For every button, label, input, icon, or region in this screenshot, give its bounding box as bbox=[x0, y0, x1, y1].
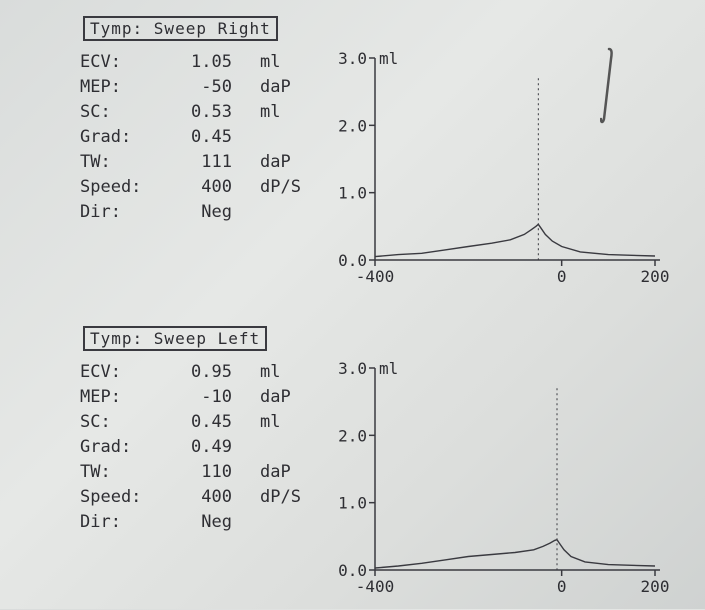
x-tick-label: -400 bbox=[356, 577, 395, 596]
param-value: 1.05 bbox=[191, 52, 232, 72]
param-value: -10 bbox=[201, 387, 232, 407]
param-value: 400 bbox=[201, 177, 232, 197]
param-value: 0.53 bbox=[191, 102, 232, 122]
y-axis-unit-label: ml bbox=[379, 359, 398, 378]
param-value: 0.49 bbox=[191, 437, 232, 457]
x-tick-label: -400 bbox=[356, 267, 395, 286]
y-tick-label: 2.0 bbox=[338, 116, 367, 135]
param-unit: ml bbox=[260, 412, 281, 432]
param-value: 0.45 bbox=[191, 412, 232, 432]
param-label: Dir: bbox=[80, 512, 121, 532]
param-unit: daP bbox=[260, 77, 291, 97]
param-label: MEP: bbox=[80, 387, 121, 407]
param-label: Speed: bbox=[80, 487, 142, 507]
x-tick-label: 200 bbox=[641, 577, 670, 596]
param-value: 400 bbox=[201, 487, 232, 507]
y-tick-label: 3.0 bbox=[338, 49, 367, 68]
param-label: Dir: bbox=[80, 202, 121, 222]
x-tick-label: 0 bbox=[557, 267, 567, 286]
param-label: MEP: bbox=[80, 77, 121, 97]
param-value: 0.95 bbox=[191, 362, 232, 382]
param-label: TW: bbox=[80, 152, 111, 172]
param-label: Grad: bbox=[80, 127, 132, 147]
param-value: Neg bbox=[201, 202, 232, 222]
param-unit: dP/S bbox=[260, 487, 301, 507]
param-value: -50 bbox=[201, 77, 232, 97]
param-label: SC: bbox=[80, 102, 111, 122]
panel-sweep-right: Tymp: Sweep Right ECV: 1.05 ml MEP: -50 … bbox=[0, 0, 705, 300]
y-tick-label: 3.0 bbox=[338, 359, 367, 378]
param-value: 0.45 bbox=[191, 127, 232, 147]
panel-title: Tymp: Sweep Left bbox=[83, 326, 268, 351]
param-unit: ml bbox=[260, 52, 281, 72]
param-value: 110 bbox=[201, 462, 232, 482]
y-tick-label: 2.0 bbox=[338, 426, 367, 445]
param-label: ECV: bbox=[80, 52, 121, 72]
param-unit: daP bbox=[260, 387, 291, 407]
y-tick-label: 1.0 bbox=[338, 494, 367, 513]
param-unit: ml bbox=[260, 102, 281, 122]
compliance-curve bbox=[374, 538, 656, 569]
compliance-curve bbox=[374, 223, 656, 258]
param-label: Speed: bbox=[80, 177, 142, 197]
y-axis-unit-label: ml bbox=[379, 49, 398, 68]
param-unit: dP/S bbox=[260, 177, 301, 197]
param-unit: ml bbox=[260, 362, 281, 382]
param-label: TW: bbox=[80, 462, 111, 482]
y-tick-label: 0.0 bbox=[338, 561, 367, 580]
tympanogram-chart-right: 0.0 1.0 2.0 3.0 ml -400 0 200 bbox=[338, 49, 670, 286]
param-value: 111 bbox=[201, 152, 232, 172]
x-tick-label: 0 bbox=[557, 577, 567, 596]
y-tick-label: 1.0 bbox=[338, 184, 367, 203]
param-unit: daP bbox=[260, 462, 291, 482]
param-label: Grad: bbox=[80, 437, 132, 457]
panel-title: Tymp: Sweep Right bbox=[83, 16, 278, 41]
tympanogram-chart-left: 0.0 1.0 2.0 3.0 ml -400 0 200 bbox=[338, 359, 670, 596]
param-value: Neg bbox=[201, 512, 232, 532]
y-tick-label: 0.0 bbox=[338, 251, 367, 270]
x-tick-label: 200 bbox=[641, 267, 670, 286]
paper-clip-icon bbox=[600, 47, 613, 124]
panel-sweep-left: Tymp: Sweep Left ECV: 0.95 ml MEP: -10 d… bbox=[0, 310, 705, 610]
param-label: ECV: bbox=[80, 362, 121, 382]
param-unit: daP bbox=[260, 152, 291, 172]
param-label: SC: bbox=[80, 412, 111, 432]
